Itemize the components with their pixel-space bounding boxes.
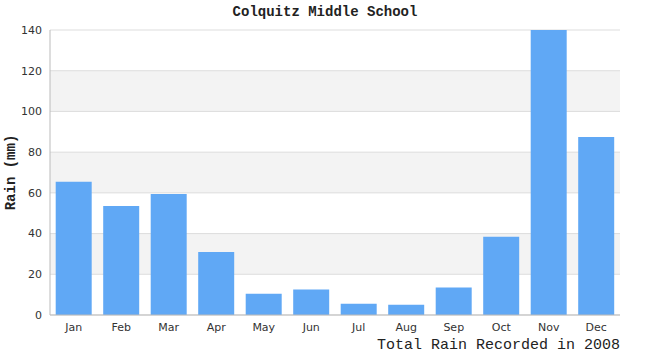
- svg-text:Aug: Aug: [396, 321, 417, 334]
- svg-text:Dec: Dec: [586, 321, 607, 334]
- svg-text:Oct: Oct: [492, 321, 512, 334]
- svg-text:Jan: Jan: [64, 321, 82, 334]
- svg-text:100: 100: [21, 105, 42, 118]
- svg-text:Rain (mm): Rain (mm): [8, 135, 19, 211]
- svg-text:Sep: Sep: [443, 321, 464, 334]
- svg-text:60: 60: [28, 187, 42, 200]
- svg-text:Nov: Nov: [538, 321, 560, 334]
- svg-text:40: 40: [28, 227, 42, 240]
- svg-text:Jul: Jul: [351, 321, 365, 334]
- svg-text:0: 0: [35, 309, 42, 322]
- svg-text:May: May: [252, 321, 275, 334]
- svg-text:Apr: Apr: [207, 321, 227, 334]
- svg-text:Feb: Feb: [112, 321, 131, 334]
- html-text:Colquitz Middle School: Colquitz Middle School: [232, 4, 418, 20]
- svg-text:Jun: Jun: [302, 321, 320, 334]
- svg-text:120: 120: [21, 65, 42, 78]
- svg-text:140: 140: [21, 24, 42, 37]
- svg-text:Mar: Mar: [158, 321, 179, 334]
- html-text:Total Rain Recorded in 2008: Total Rain Recorded in 2008: [377, 337, 620, 354]
- svg-text:20: 20: [28, 268, 42, 281]
- svg-text:80: 80: [28, 146, 42, 159]
